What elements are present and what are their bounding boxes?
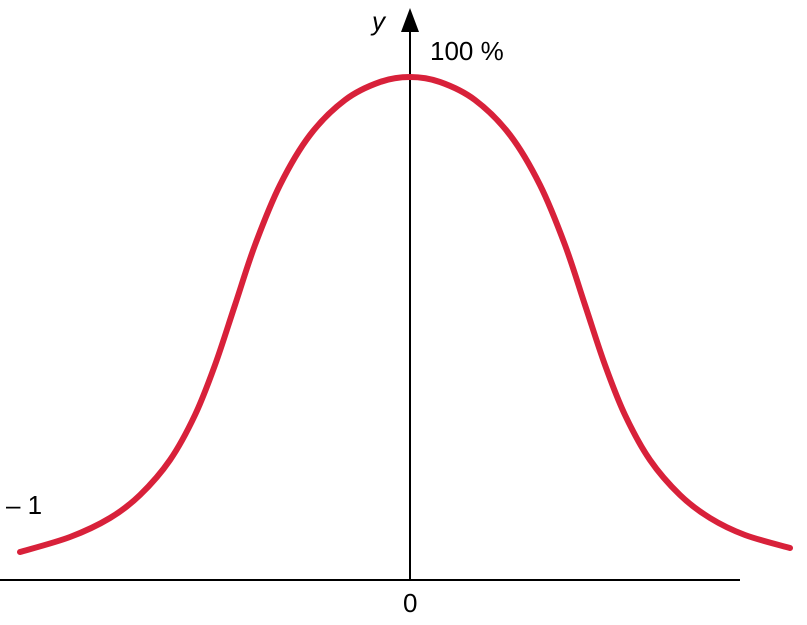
bell-curve-chart: y 100 % – 1 0: [0, 0, 807, 625]
chart-svg: [0, 0, 807, 625]
y-axis-label: y: [372, 8, 385, 34]
curve-group: [20, 77, 790, 552]
left-axis-label: – 1: [6, 492, 42, 518]
axes-group: [0, 8, 740, 580]
peak-value-label: 100 %: [430, 38, 504, 64]
origin-label: 0: [403, 590, 417, 616]
